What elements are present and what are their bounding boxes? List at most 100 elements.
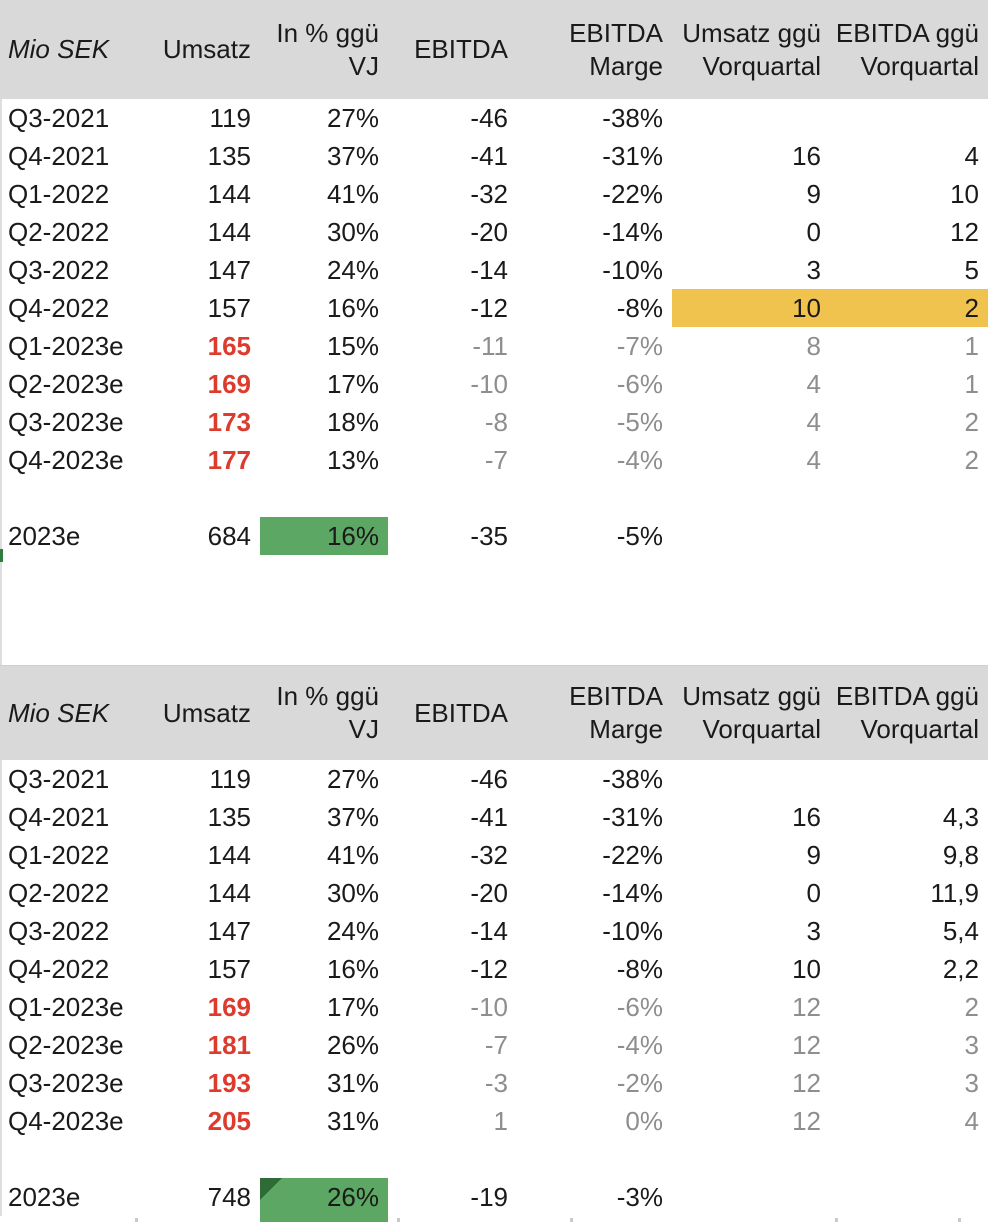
row-label-q2-2023e[interactable]: Q2-2023e [8,368,124,399]
cell-t2-q4-2022-in-pct-ggu-vj[interactable]: 16% [260,950,388,988]
cell-t1-q1-2022-umsatz-ggu-vorquartal[interactable]: 9 [672,175,830,213]
cell-t2-q3-2021-ebitda-ggu-vorquartal[interactable] [830,760,988,798]
cell-t1-q4-2022-ebitda-marge[interactable]: -8% [517,289,672,327]
cell-t1-q4-2022-in-pct-ggu-vj[interactable]: 16% [260,289,388,327]
cell-t2-q1-2022-in-pct-ggu-vj[interactable]: 41% [260,836,388,874]
row-label-q1-2023e[interactable]: Q1-2023e [8,991,124,1022]
cell-t2-q1-2022-ebitda-ggu-vorquartal[interactable]: 9,8 [830,836,988,874]
cell-t2-q2-2022-umsatz[interactable]: 144 [155,874,260,912]
cell-t1-q3-2021-umsatz-ggu-vorquartal[interactable] [672,99,830,137]
cell-t1-q4-2022-ebitda[interactable]: -12 [388,289,517,327]
row-label-q4-2021[interactable]: Q4-2021 [8,801,110,832]
cell-t2-q4-2021-umsatz-ggu-vorquartal[interactable]: 16 [672,798,830,836]
cell-t1-q3-2022-umsatz[interactable]: 147 [155,251,260,289]
cell-t2-2023e-umsatz[interactable]: 748 [155,1178,260,1216]
cell-t1-q1-2022-ebitda-marge[interactable]: -22% [517,175,672,213]
cell-t2-q1-2022-umsatz-ggu-vorquartal[interactable]: 9 [672,836,830,874]
cell-t1-q3-2023e-in-pct-ggu-vj[interactable]: 18% [260,403,388,441]
row-label-q3-2022[interactable]: Q3-2022 [8,915,110,946]
cell-t1-q3-2022-ebitda-ggu-vorquartal[interactable]: 5 [830,251,988,289]
cell-t1-q1-2023e-ebitda-marge[interactable]: -7% [517,327,672,365]
cell-t1-q2-2023e-in-pct-ggu-vj[interactable]: 17% [260,365,388,403]
cell-t2-q1-2022-ebitda[interactable]: -32 [388,836,517,874]
cell-t1-2023e-ebitda-marge[interactable]: -5% [517,517,672,555]
cell-t1-q2-2023e-umsatz-ggu-vorquartal[interactable]: 4 [672,365,830,403]
cell-t2-2023e-in-pct-ggu-vj[interactable]: 26% [260,1178,388,1216]
cell-t2-q2-2023e-in-pct-ggu-vj[interactable]: 26% [260,1026,388,1064]
cell-t2-q2-2023e-ebitda-marge[interactable]: -4% [517,1026,672,1064]
umsatz-ggu-vorquartal-column-header[interactable]: Umsatz ggü Vorquartal [672,666,830,760]
cell-t1-q1-2022-in-pct-ggu-vj[interactable]: 41% [260,175,388,213]
cell-t1-q2-2022-umsatz[interactable]: 144 [155,213,260,251]
cell-t1-q1-2023e-ebitda-ggu-vorquartal[interactable]: 1 [830,327,988,365]
cell-t2-q3-2023e-ebitda-marge[interactable]: -2% [517,1064,672,1102]
cell-t2-q3-2022-in-pct-ggu-vj[interactable]: 24% [260,912,388,950]
cell-t2-q4-2023e-ebitda-marge[interactable]: 0% [517,1102,672,1140]
cell-t2-2023e-ebitda-marge[interactable]: -3% [517,1178,672,1216]
cell-t1-q4-2022-ebitda-ggu-vorquartal[interactable]: 2 [830,289,988,327]
cell-t2-q3-2022-ebitda-marge[interactable]: -10% [517,912,672,950]
cell-t2-q3-2021-umsatz[interactable]: 119 [155,760,260,798]
mio-sek-column-header[interactable]: Mio SEK [0,666,155,760]
cell-t2-q4-2022-ebitda-marge[interactable]: -8% [517,950,672,988]
cell-t2-q3-2023e-umsatz-ggu-vorquartal[interactable]: 12 [672,1064,830,1102]
cell-t1-q1-2023e-umsatz[interactable]: 165 [155,327,260,365]
cell-t2-q4-2023e-umsatz[interactable]: 205 [155,1102,260,1140]
cell-t2-q1-2023e-ebitda-ggu-vorquartal[interactable]: 2 [830,988,988,1026]
cell-t1-q1-2022-ebitda-ggu-vorquartal[interactable]: 10 [830,175,988,213]
cell-t2-q3-2023e-in-pct-ggu-vj[interactable]: 31% [260,1064,388,1102]
cell-t2-q4-2021-ebitda[interactable]: -41 [388,798,517,836]
cell-t2-q3-2021-in-pct-ggu-vj[interactable]: 27% [260,760,388,798]
cell-t1-q1-2023e-ebitda[interactable]: -11 [388,327,517,365]
row-label-q3-2023e[interactable]: Q3-2023e [8,1067,124,1098]
cell-t2-q2-2023e-umsatz[interactable]: 181 [155,1026,260,1064]
cell-t2-q4-2021-ebitda-marge[interactable]: -31% [517,798,672,836]
cell-t2-q4-2022-ebitda-ggu-vorquartal[interactable]: 2,2 [830,950,988,988]
cell-t1-q4-2023e-ebitda-marge[interactable]: -4% [517,441,672,479]
cell-t2-q4-2023e-ebitda-ggu-vorquartal[interactable]: 4 [830,1102,988,1140]
ebitda-ggu-vorquartal-column-header[interactable]: EBITDA ggü Vorquartal [830,0,988,99]
row-label-q3-2022[interactable]: Q3-2022 [8,254,110,285]
cell-t2-q4-2021-umsatz[interactable]: 135 [155,798,260,836]
row-label-q2-2022[interactable]: Q2-2022 [8,877,110,908]
cell-t2-q3-2021-ebitda-marge[interactable]: -38% [517,760,672,798]
cell-t1-q4-2022-umsatz[interactable]: 157 [155,289,260,327]
row-label-2023e[interactable]: 2023e [8,1181,81,1212]
cell-t1-q4-2021-ebitda[interactable]: -41 [388,137,517,175]
row-label-q2-2022[interactable]: Q2-2022 [8,216,110,247]
cell-t1-2023e-umsatz[interactable]: 684 [155,517,260,555]
row-label-q4-2021[interactable]: Q4-2021 [8,140,110,171]
row-label-q4-2023e[interactable]: Q4-2023e [8,1105,124,1136]
cell-t1-q2-2022-umsatz-ggu-vorquartal[interactable]: 0 [672,213,830,251]
row-label-q1-2022[interactable]: Q1-2022 [8,178,110,209]
cell-t2-q3-2022-umsatz-ggu-vorquartal[interactable]: 3 [672,912,830,950]
cell-t1-q3-2022-ebitda[interactable]: -14 [388,251,517,289]
cell-t2-q3-2023e-ebitda-ggu-vorquartal[interactable]: 3 [830,1064,988,1102]
cell-t2-q4-2021-in-pct-ggu-vj[interactable]: 37% [260,798,388,836]
cell-t1-q4-2023e-umsatz-ggu-vorquartal[interactable]: 4 [672,441,830,479]
cell-t1-q4-2023e-umsatz[interactable]: 177 [155,441,260,479]
cell-t2-q2-2022-ebitda-marge[interactable]: -14% [517,874,672,912]
cell-t1-q3-2022-ebitda-marge[interactable]: -10% [517,251,672,289]
cell-t2-2023e-umsatz-ggu-vorquartal[interactable] [672,1178,830,1216]
cell-t1-q2-2022-ebitda-ggu-vorquartal[interactable]: 12 [830,213,988,251]
cell-t2-q3-2022-ebitda-ggu-vorquartal[interactable]: 5,4 [830,912,988,950]
cell-t1-q2-2022-in-pct-ggu-vj[interactable]: 30% [260,213,388,251]
row-label-q4-2022[interactable]: Q4-2022 [8,292,110,323]
cell-t2-q2-2022-ebitda[interactable]: -20 [388,874,517,912]
umsatz-column-header[interactable]: Umsatz [155,0,260,99]
cell-t1-q4-2023e-ebitda-ggu-vorquartal[interactable]: 2 [830,441,988,479]
in-pct-ggu-vj-column-header[interactable]: In % ggü VJ [260,666,388,760]
cell-t1-q4-2021-ebitda-ggu-vorquartal[interactable]: 4 [830,137,988,175]
row-label-q3-2023e[interactable]: Q3-2023e [8,406,124,437]
cell-t1-q3-2023e-ebitda[interactable]: -8 [388,403,517,441]
cell-t2-q2-2022-umsatz-ggu-vorquartal[interactable]: 0 [672,874,830,912]
cell-t2-q3-2022-umsatz[interactable]: 147 [155,912,260,950]
cell-t2-q2-2023e-umsatz-ggu-vorquartal[interactable]: 12 [672,1026,830,1064]
in-pct-ggu-vj-column-header[interactable]: In % ggü VJ [260,0,388,99]
row-label-q3-2021[interactable]: Q3-2021 [8,763,110,794]
cell-t2-q4-2022-ebitda[interactable]: -12 [388,950,517,988]
cell-t1-q3-2023e-umsatz-ggu-vorquartal[interactable]: 4 [672,403,830,441]
cell-t2-q2-2022-ebitda-ggu-vorquartal[interactable]: 11,9 [830,874,988,912]
ebitda-column-header[interactable]: EBITDA [388,666,517,760]
